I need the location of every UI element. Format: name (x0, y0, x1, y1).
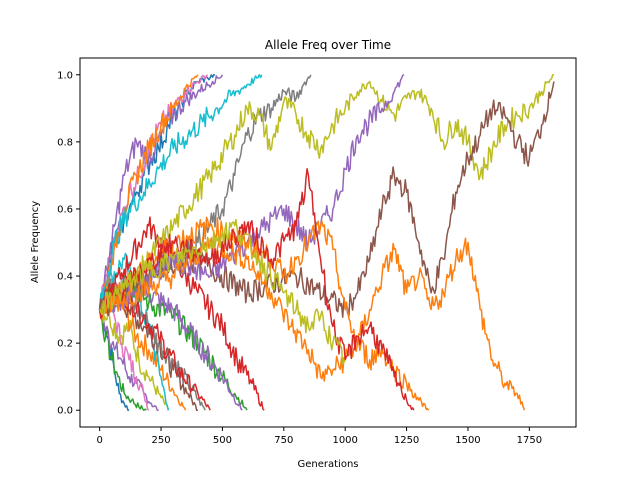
x-tick-label: 1250 (394, 435, 419, 446)
y-tick-label: 0.8 (57, 137, 73, 148)
y-tick-label: 1.0 (57, 70, 73, 81)
allele-series-25 (98, 168, 415, 411)
allele-series-16 (98, 74, 224, 310)
x-axis-label: Generations (298, 459, 359, 470)
allele-series-13 (98, 216, 265, 411)
allele-series-2 (98, 309, 147, 411)
x-tick-label: 250 (151, 435, 170, 446)
x-axis-ticks: 0 250 500 750 1000 1250 1500 1750 (96, 427, 542, 446)
allele-series-20 (99, 74, 554, 317)
allele-series-26 (98, 218, 346, 365)
y-axis-ticks: 0.0 0.2 0.4 0.6 0.8 1.0 (57, 70, 80, 417)
y-tick-label: 0.2 (57, 339, 73, 350)
x-tick-label: 1750 (517, 435, 542, 446)
x-tick-label: 1000 (332, 435, 357, 446)
series-layer (98, 74, 555, 411)
y-tick-label: 0.6 (57, 204, 73, 215)
chart-title: Allele Freq over Time (265, 38, 391, 52)
x-tick-label: 0 (96, 435, 102, 446)
allele-series-12 (98, 274, 243, 411)
allele-series-23 (98, 236, 526, 411)
y-tick-label: 0.0 (57, 406, 73, 417)
allele-series-5 (98, 307, 170, 411)
allele-series-18 (98, 74, 263, 310)
y-tick-label: 0.4 (57, 272, 73, 283)
y-axis-label: Allele Frequency (30, 201, 41, 283)
allele-series-3 (98, 308, 159, 411)
plot-area-frame (79, 57, 577, 428)
x-tick-label: 1500 (455, 435, 480, 446)
allele-series-17 (98, 74, 199, 310)
x-tick-label: 750 (274, 435, 293, 446)
x-tick-label: 500 (213, 435, 232, 446)
